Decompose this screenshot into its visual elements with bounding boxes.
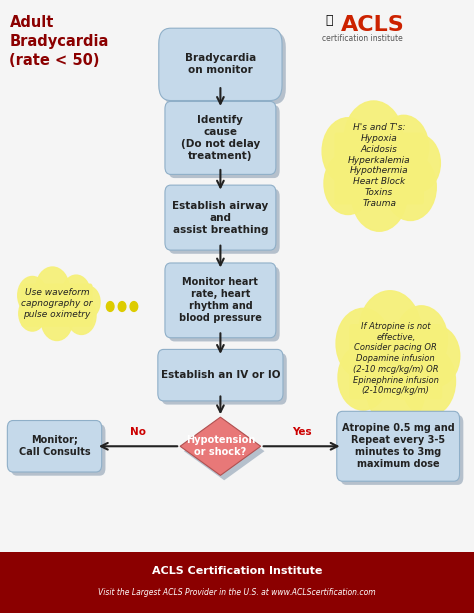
- Polygon shape: [180, 417, 261, 476]
- Text: Adult
Bradycardia
(rate < 50): Adult Bradycardia (rate < 50): [9, 15, 109, 67]
- Text: ACLS Certification Institute: ACLS Certification Institute: [152, 566, 322, 576]
- Circle shape: [36, 267, 69, 310]
- Text: H's and T's:
Hypoxia
Acidosis
Hyperkalemia
Hypothermia
Heart Block
Toxins
Trauma: H's and T's: Hypoxia Acidosis Hyperkalem…: [348, 123, 410, 208]
- Circle shape: [324, 153, 372, 215]
- Circle shape: [369, 324, 423, 394]
- Text: If Atropine is not
effective,
Consider pacing OR
Dopamine infusion
(2-10 mcg/kg/: If Atropine is not effective, Consider p…: [353, 322, 439, 395]
- Circle shape: [41, 300, 73, 341]
- FancyBboxPatch shape: [165, 185, 276, 250]
- FancyBboxPatch shape: [0, 552, 474, 613]
- Circle shape: [19, 296, 46, 331]
- FancyBboxPatch shape: [158, 349, 283, 401]
- FancyBboxPatch shape: [349, 324, 442, 400]
- Circle shape: [379, 115, 428, 180]
- Circle shape: [366, 352, 425, 428]
- FancyBboxPatch shape: [337, 411, 459, 481]
- FancyBboxPatch shape: [340, 415, 463, 485]
- Text: Visit the Largest ACLS Provider in the U.S. at www.ACLScertification.com: Visit the Largest ACLS Provider in the U…: [98, 588, 376, 597]
- FancyBboxPatch shape: [165, 101, 276, 174]
- Circle shape: [75, 286, 100, 318]
- Circle shape: [338, 345, 389, 410]
- Circle shape: [396, 134, 440, 192]
- Text: Establish airway
and
assist breathing: Establish airway and assist breathing: [172, 200, 269, 235]
- Circle shape: [130, 302, 137, 311]
- Circle shape: [106, 302, 114, 311]
- Circle shape: [62, 275, 90, 311]
- Text: Yes: Yes: [292, 427, 311, 437]
- Text: Monitor heart
rate, heart
rhythm and
blood pressure: Monitor heart rate, heart rhythm and blo…: [179, 277, 262, 324]
- Circle shape: [18, 276, 47, 314]
- FancyBboxPatch shape: [162, 353, 287, 405]
- Circle shape: [352, 159, 407, 231]
- FancyBboxPatch shape: [165, 263, 276, 338]
- FancyBboxPatch shape: [159, 28, 282, 101]
- Circle shape: [401, 346, 456, 416]
- Circle shape: [67, 297, 96, 335]
- FancyBboxPatch shape: [21, 283, 92, 327]
- Circle shape: [413, 326, 460, 386]
- FancyBboxPatch shape: [8, 421, 101, 472]
- Text: Bradycardia
on monitor: Bradycardia on monitor: [185, 53, 256, 75]
- Circle shape: [344, 101, 403, 177]
- Circle shape: [118, 302, 126, 311]
- Circle shape: [42, 284, 72, 322]
- Circle shape: [359, 291, 421, 371]
- Circle shape: [395, 306, 447, 374]
- Text: Atropine 0.5 mg and
Repeat every 3-5
minutes to 3mg
maximum dose: Atropine 0.5 mg and Repeat every 3-5 min…: [342, 423, 455, 470]
- Polygon shape: [184, 422, 264, 481]
- FancyBboxPatch shape: [169, 189, 280, 254]
- FancyBboxPatch shape: [169, 267, 280, 341]
- Text: certification institute: certification institute: [322, 34, 403, 43]
- Text: ACLS: ACLS: [341, 15, 405, 36]
- Text: No: No: [130, 427, 146, 437]
- FancyBboxPatch shape: [169, 105, 280, 178]
- FancyBboxPatch shape: [335, 132, 424, 204]
- Text: Monitor;
Call Consults: Monitor; Call Consults: [18, 435, 91, 457]
- Text: Identify
cause
(Do not delay
treatment): Identify cause (Do not delay treatment): [181, 115, 260, 161]
- Text: 🔥: 🔥: [326, 14, 333, 27]
- Text: Hypotension
or shock?: Hypotension or shock?: [186, 435, 255, 457]
- Circle shape: [384, 154, 436, 221]
- Circle shape: [336, 308, 391, 379]
- Text: Use waveform
capnography or
pulse oximetry: Use waveform capnography or pulse oximet…: [21, 288, 92, 319]
- Text: Establish an IV or IO: Establish an IV or IO: [161, 370, 280, 380]
- FancyBboxPatch shape: [163, 32, 286, 104]
- FancyBboxPatch shape: [11, 424, 105, 476]
- Circle shape: [353, 132, 405, 199]
- Circle shape: [322, 118, 374, 185]
